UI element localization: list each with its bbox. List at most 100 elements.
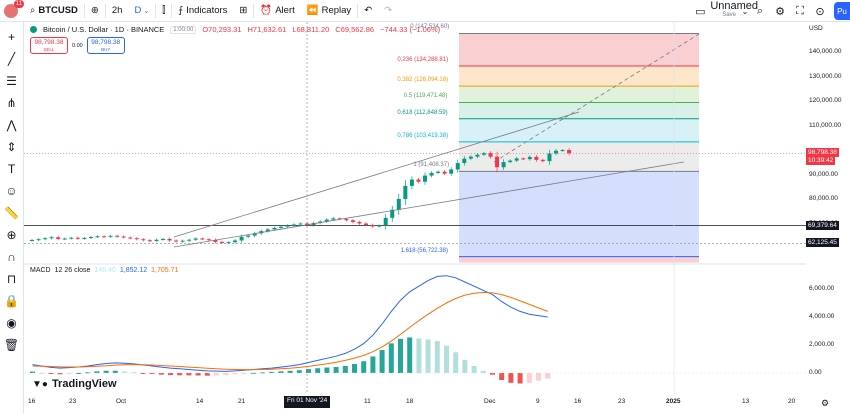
candle-body bbox=[134, 238, 139, 240]
undo-button[interactable]: ↶ bbox=[358, 0, 378, 22]
buy-button[interactable]: 98,798.38 BUY bbox=[86, 37, 125, 54]
zoom-in-icon[interactable]: ⊕ bbox=[6, 228, 17, 242]
sell-button[interactable]: 98,798.38 SELL bbox=[30, 37, 68, 54]
currency-label: USD bbox=[809, 25, 823, 32]
chart-canvas[interactable] bbox=[24, 22, 806, 394]
candle-body bbox=[350, 220, 355, 223]
macd-histogram-bar bbox=[471, 366, 477, 373]
symbol-search[interactable]: ⌕ BTCUSD bbox=[24, 0, 84, 22]
candle-body bbox=[121, 236, 126, 238]
macd-histogram-bar bbox=[241, 373, 247, 374]
price-tick-label: 130,000.00 bbox=[809, 72, 842, 80]
rewind-icon: ⏪ bbox=[306, 5, 319, 16]
trash-icon[interactable]: 🗑 bbox=[3, 338, 20, 352]
plus-circle-icon: ⊕ bbox=[90, 5, 99, 16]
macd-title: MACD bbox=[30, 267, 51, 274]
candle-body bbox=[475, 154, 480, 157]
candle-body bbox=[187, 239, 192, 241]
grid-icon: ⊞ bbox=[239, 5, 248, 16]
macd-histogram-bar bbox=[526, 373, 532, 383]
layout-name-button[interactable]: Unnamed Save bbox=[706, 1, 758, 20]
candle-body bbox=[219, 241, 224, 243]
macd-histogram-bar bbox=[536, 373, 541, 381]
text-icon[interactable]: T bbox=[7, 162, 16, 176]
candle-body bbox=[429, 172, 434, 176]
macd-histogram-bar bbox=[416, 338, 422, 373]
macd-histogram-bar bbox=[214, 373, 219, 376]
candle-body bbox=[527, 156, 532, 160]
candle-body bbox=[226, 242, 231, 244]
candle-body bbox=[409, 179, 414, 186]
market-status-icon bbox=[30, 26, 37, 33]
candle-body bbox=[252, 233, 257, 236]
time-tick-label: 16 bbox=[28, 398, 36, 405]
countdown-tag: 10:39:42 bbox=[806, 156, 836, 166]
macd-histogram-bar bbox=[490, 373, 495, 375]
macd-histogram-bar bbox=[315, 368, 321, 373]
candle-body bbox=[455, 163, 460, 170]
search-icon[interactable]: ⌕ bbox=[756, 4, 764, 17]
user-avatar[interactable]: 11 bbox=[4, 0, 24, 18]
crosshair-date-tag: Fri 01 Nov '24 bbox=[284, 396, 331, 408]
pitchfork-icon[interactable]: ⋔ bbox=[6, 96, 17, 110]
camera-icon[interactable]: ⊙ bbox=[815, 5, 825, 18]
candle-body bbox=[449, 169, 454, 174]
search-icon: ⌕ bbox=[30, 5, 36, 16]
candle-body bbox=[69, 237, 74, 239]
lock-icon[interactable]: ⊓ bbox=[6, 272, 17, 286]
interval-d-button[interactable]: D ⌄ bbox=[128, 0, 155, 22]
candle-body bbox=[213, 239, 218, 242]
price-tick-label: 90,000.00 bbox=[809, 170, 838, 178]
measure-icon[interactable]: ⇕ bbox=[6, 140, 17, 154]
gear-icon[interactable]: ⚙ bbox=[775, 5, 785, 18]
candle-body bbox=[423, 175, 427, 182]
compare-button[interactable]: ⊕ bbox=[85, 0, 105, 22]
candle-body bbox=[462, 158, 467, 164]
indicators-button[interactable]: ⨍ Indicators bbox=[172, 0, 233, 22]
macd-histogram-bar bbox=[361, 361, 367, 373]
templates-button[interactable]: ⊞ bbox=[233, 0, 253, 22]
macd-histogram-bar bbox=[508, 373, 514, 383]
trendline-projection bbox=[493, 33, 700, 163]
alert-button[interactable]: ⏰ Alert bbox=[254, 0, 300, 22]
interval-label: 2h bbox=[111, 5, 123, 16]
emoji-icon[interactable]: ☺ bbox=[5, 184, 18, 198]
fib-zone-extension-bottom bbox=[459, 256, 699, 263]
macd-histogram-bar bbox=[379, 350, 385, 373]
crosshair-price-tag: 69,379.64 bbox=[806, 220, 839, 230]
macd-histogram-bar bbox=[398, 338, 403, 373]
redo-button[interactable]: ↷ bbox=[378, 0, 398, 22]
crosshair-icon[interactable]: + bbox=[7, 30, 15, 44]
alarm-clock-icon: ⏰ bbox=[260, 5, 273, 16]
ruler-icon[interactable]: 📏 bbox=[4, 206, 19, 220]
candle-body bbox=[403, 185, 408, 199]
macd-histogram-bar bbox=[149, 373, 155, 374]
fib-label: 0.5 (119,471.48) bbox=[403, 93, 448, 100]
macd-histogram-bar bbox=[370, 356, 376, 373]
eye-icon[interactable]: ◉ bbox=[6, 316, 17, 330]
gear-icon[interactable]: ⚙ bbox=[821, 398, 830, 408]
publish-button[interactable]: Pu bbox=[834, 2, 850, 20]
candle-body bbox=[436, 171, 441, 173]
tradingview-logo[interactable]: ▼● TradingView bbox=[32, 378, 117, 390]
horizontal-lines-icon[interactable]: ☰ bbox=[6, 74, 17, 88]
time-axis[interactable]: 16 23 Oct 14 21 11 18 Dec 9 16 23 2025 13 20 Fri 01 No… bbox=[24, 396, 806, 410]
replay-button[interactable]: ⏪ Replay bbox=[301, 0, 357, 22]
layout-icon[interactable]: ▭ bbox=[695, 5, 706, 18]
publish-label: Pu bbox=[837, 6, 847, 16]
lock-drawing-icon[interactable]: 🔒 bbox=[4, 294, 19, 308]
macd-histogram-bar bbox=[278, 371, 284, 373]
trend-line-icon[interactable]: ╱ bbox=[7, 52, 16, 66]
candle-body bbox=[82, 238, 87, 240]
top-toolbar: 11 ⌕ BTCUSD ⊕ 2h D ⌄ ⫿ ⨍ Indicators ⊞ ⏰ Aler… bbox=[0, 0, 850, 22]
pattern-icon[interactable]: ⋀ bbox=[6, 118, 17, 132]
interval-2h-button[interactable]: 2h bbox=[106, 0, 129, 22]
magnet-icon[interactable]: ∩ bbox=[7, 250, 16, 264]
tradingview-icon: ▼● bbox=[32, 378, 48, 390]
chart-type-button[interactable]: ⫿ bbox=[156, 0, 171, 22]
price-scale[interactable]: USD 140,000.00 130,000.00 120,000.00 110,00… bbox=[806, 22, 850, 394]
fullscreen-icon[interactable]: ⛶ bbox=[796, 4, 804, 17]
legend-high: H71,632.61 bbox=[247, 25, 287, 34]
chevron-down-icon[interactable]: ⌄ bbox=[741, 6, 749, 16]
fib-label: 0.618 (112,848.59) bbox=[397, 109, 448, 116]
